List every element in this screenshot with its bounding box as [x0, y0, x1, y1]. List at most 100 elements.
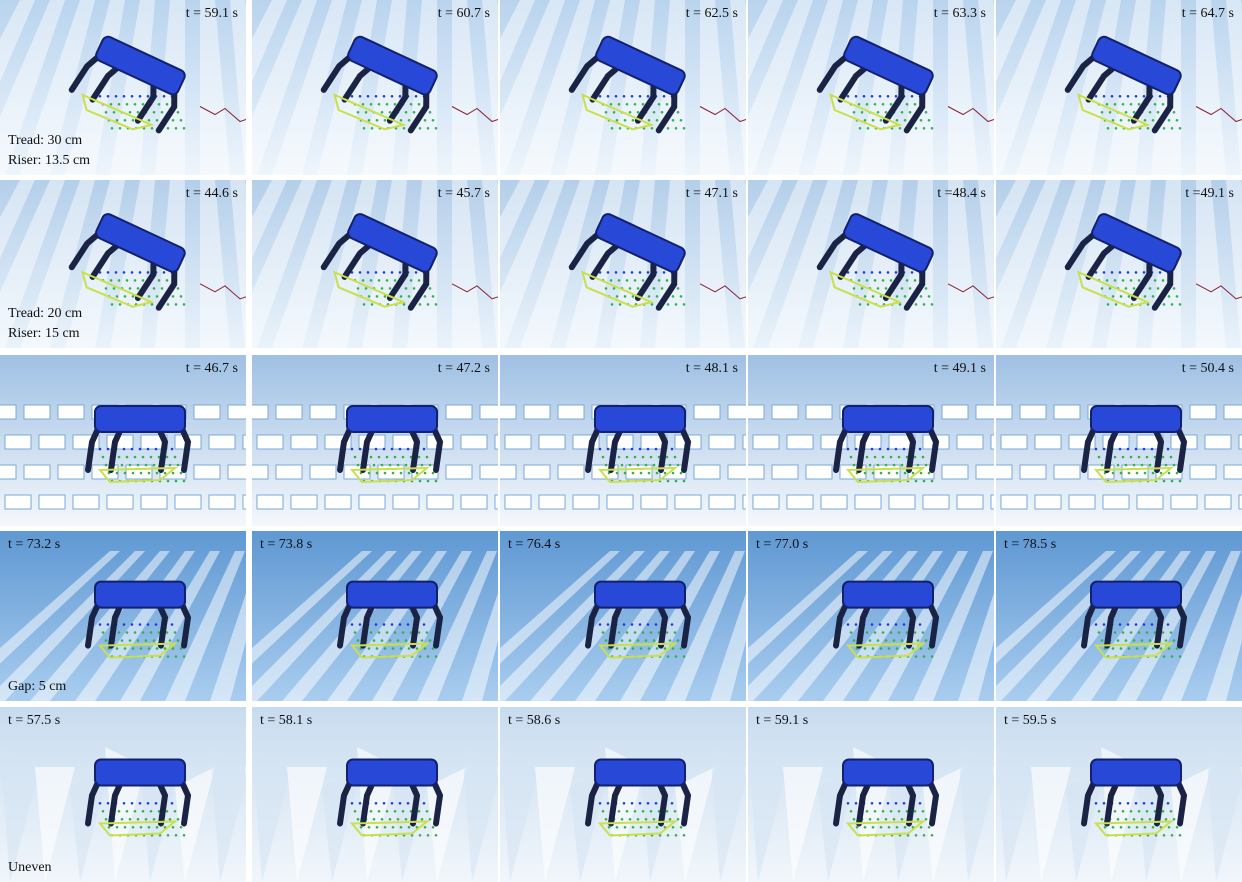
time-label: t = 47.1 s: [686, 186, 738, 201]
terrain-block: [524, 405, 550, 419]
foothold-dot: [386, 810, 389, 813]
foothold-dot: [1135, 271, 1138, 274]
terrain-block: [24, 465, 50, 479]
foothold-dot: [351, 802, 354, 805]
foothold-dot: [661, 287, 664, 290]
foothold-dot: [129, 464, 132, 467]
foothold-dot: [177, 464, 180, 467]
foothold-dot: [1128, 119, 1131, 122]
foothold-dot: [629, 111, 632, 114]
foothold-dot: [408, 647, 411, 650]
foothold-dot: [131, 95, 134, 98]
foothold-dot: [419, 655, 422, 658]
foothold-dot: [1163, 127, 1166, 130]
terrain-block: [1035, 435, 1061, 449]
foothold-dot: [118, 810, 121, 813]
foothold-dot: [376, 295, 379, 298]
foothold-dot: [1171, 127, 1174, 130]
foothold-dot: [1135, 448, 1138, 451]
foothold-dot: [1103, 271, 1106, 274]
foothold-dot: [626, 631, 629, 634]
terrain-block: [446, 405, 472, 419]
terrain-block: [753, 435, 779, 449]
foothold-dot: [424, 295, 427, 298]
foothold-dot: [378, 279, 381, 282]
foothold-dot: [381, 464, 384, 467]
foothold-dot: [381, 639, 384, 642]
foothold-dot: [399, 271, 402, 274]
foothold-dot: [405, 287, 408, 290]
foothold-dot: [166, 279, 169, 282]
foothold-dot: [648, 295, 651, 298]
foothold-dot: [126, 631, 129, 634]
foothold-dot: [167, 655, 170, 658]
foothold-dot: [1101, 464, 1104, 467]
foothold-dot: [429, 639, 432, 642]
foothold-dot: [132, 119, 135, 122]
terrain-block: [291, 435, 317, 449]
terrain-block: [1171, 495, 1197, 509]
foothold-dot: [923, 834, 926, 837]
foothold-dot: [623, 802, 626, 805]
foothold-dot: [399, 802, 402, 805]
foothold-dot: [435, 127, 438, 130]
foothold-dot: [1171, 834, 1174, 837]
foothold-dot: [915, 480, 918, 483]
foothold-dot: [901, 111, 904, 114]
foothold-dot: [1176, 472, 1179, 475]
foothold-dot: [102, 631, 105, 634]
foothold-dot: [610, 103, 613, 106]
foothold-dot: [867, 127, 870, 130]
foothold-dot: [1138, 103, 1141, 106]
foothold-dot: [915, 127, 918, 130]
foothold-dot: [882, 103, 885, 106]
foothold-dot: [419, 127, 422, 130]
terrain-block: [228, 405, 254, 419]
foothold-dot: [386, 456, 389, 459]
row-label: Uneven: [8, 860, 52, 875]
robot-body: [843, 760, 933, 786]
time-label: t = 48.1 s: [686, 361, 738, 376]
foothold-dot: [427, 655, 430, 658]
foothold-dot: [400, 472, 403, 475]
terrain-block: [1137, 495, 1163, 509]
foothold-dot: [645, 464, 648, 467]
foothold-dot: [879, 448, 882, 451]
foothold-dot: [166, 631, 169, 634]
terrain-block: [1122, 465, 1148, 479]
foothold-dot: [1162, 810, 1165, 813]
foothold-dot: [667, 655, 670, 658]
terrain-block: [209, 495, 235, 509]
foothold-dot: [151, 127, 154, 130]
foothold-dot: [400, 826, 403, 829]
foothold-dot: [925, 464, 928, 467]
foothold-dot: [105, 464, 108, 467]
foothold-dot: [392, 647, 395, 650]
foothold-dot: [877, 287, 880, 290]
foothold-dot: [655, 448, 658, 451]
foothold-dot: [167, 480, 170, 483]
foothold-dot: [156, 647, 159, 650]
foothold-dot: [903, 623, 906, 626]
foothold-dot: [383, 271, 386, 274]
time-label: t = 73.8 s: [260, 537, 312, 552]
foothold-dot: [107, 623, 110, 626]
time-label: t = 76.4 s: [508, 537, 560, 552]
foothold-dot: [672, 647, 675, 650]
foothold-dot: [1162, 631, 1165, 634]
foothold-dot: [424, 472, 427, 475]
foothold-dot: [871, 448, 874, 451]
foothold-dot: [893, 639, 896, 642]
foothold-dot: [1157, 287, 1160, 290]
foothold-dot: [403, 303, 406, 306]
foothold-dot: [895, 802, 898, 805]
foothold-dot: [1101, 818, 1104, 821]
time-label: t = 58.1 s: [260, 713, 312, 728]
foothold-dot: [391, 95, 394, 98]
foothold-dot: [631, 95, 634, 98]
foothold-dot: [680, 826, 683, 829]
terrain-block: [1190, 465, 1216, 479]
foothold-dot: [1111, 95, 1114, 98]
terrain-block: [276, 465, 302, 479]
foothold-dot: [856, 826, 859, 829]
